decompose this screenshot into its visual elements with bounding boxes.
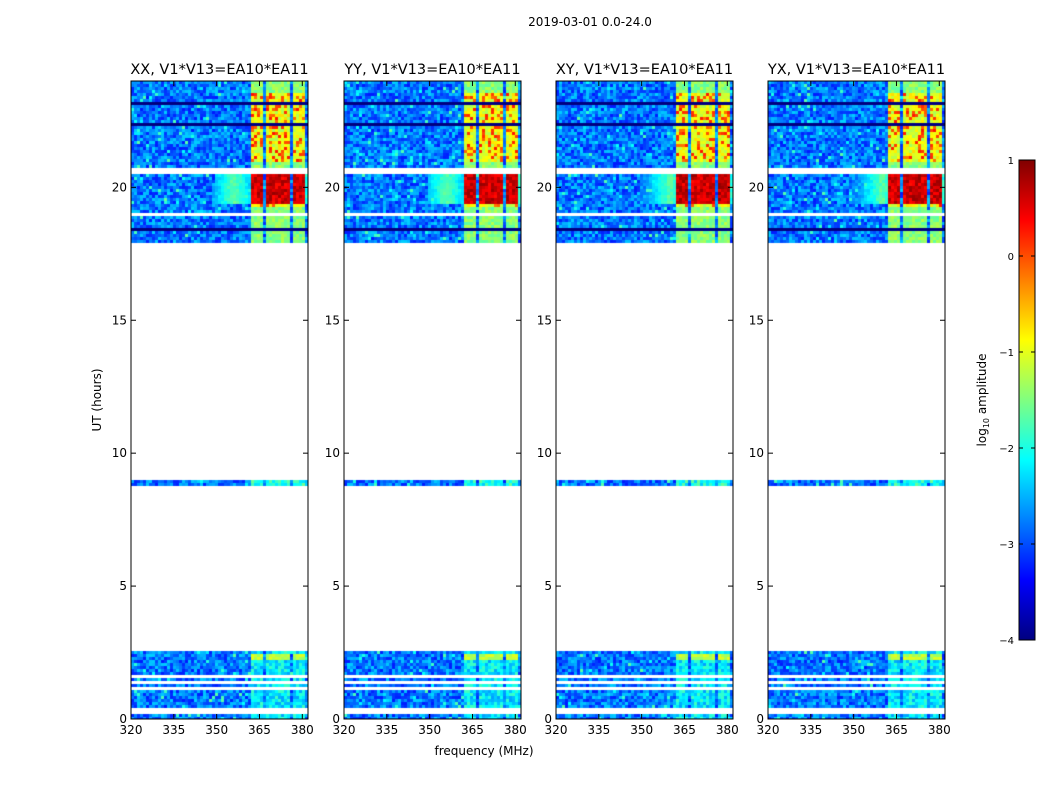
y-tick-label: 20 — [537, 180, 552, 194]
figure-suptitle: 2019-03-01 0.0-24.0 — [528, 15, 652, 29]
panel-title: XY, V1*V13=EA10*EA11 — [556, 62, 733, 78]
panel-heatmap — [131, 81, 308, 719]
x-tick-label: 320 — [757, 723, 780, 737]
x-tick-label: 380 — [291, 723, 314, 737]
y-tick-label: 15 — [537, 313, 552, 327]
shared-x-axis-label: frequency (MHz) — [434, 744, 533, 758]
colorbar-tick-label: −3 — [999, 540, 1014, 551]
panel-title: YX, V1*V13=EA10*EA11 — [767, 62, 945, 78]
panel-heatmap — [556, 81, 733, 719]
x-tick-label: 350 — [205, 723, 228, 737]
y-tick-label: 20 — [325, 180, 340, 194]
panel-2: XY, V1*V13=EA10*EA11 320 335 350 365 380 0 5 10 1… — [537, 62, 739, 737]
panel-heatmap — [768, 81, 945, 719]
panel-frame — [767, 80, 946, 720]
panel-1: YY, V1*V13=EA10*EA11 320 335 350 365 380 0 5 10 1… — [325, 62, 527, 737]
x-tick-label: 320 — [120, 723, 143, 737]
y-tick-label: 20 — [112, 180, 127, 194]
panel-3: YX, V1*V13=EA10*EA11 320 335 350 365 380 0 5 10 1… — [749, 62, 951, 737]
y-tick-label: 5 — [756, 579, 764, 593]
x-tick-label: 380 — [504, 723, 527, 737]
x-tick-label: 365 — [885, 723, 908, 737]
y-tick-label: 5 — [544, 579, 552, 593]
x-tick-label: 320 — [333, 723, 356, 737]
colorbar-tick-label: −2 — [999, 444, 1014, 455]
x-tick-label: 335 — [587, 723, 610, 737]
y-tick-label: 0 — [544, 712, 552, 726]
x-tick-label: 335 — [162, 723, 185, 737]
y-tick-label: 0 — [332, 712, 340, 726]
y-tick-label: 15 — [112, 313, 127, 327]
x-tick-label: 350 — [842, 723, 865, 737]
panel-title: XX, V1*V13=EA10*EA11 — [130, 62, 308, 78]
x-tick-label: 320 — [545, 723, 568, 737]
colorbar-gradient — [1018, 159, 1036, 641]
panel-0: XX, V1*V13=EA10*EA11 320 335 350 365 380 0 5 10 1… — [90, 62, 314, 737]
y-tick-label: 15 — [325, 313, 340, 327]
y-tick-label: 5 — [332, 579, 340, 593]
panel-title: YY, V1*V13=EA10*EA11 — [343, 62, 520, 78]
y-tick-label: 15 — [749, 313, 764, 327]
colorbar-label: log10 amplitude — [975, 354, 991, 447]
y-tick-label: 0 — [756, 712, 764, 726]
y-tick-label: 10 — [749, 446, 764, 460]
y-tick-label: 20 — [749, 180, 764, 194]
y-axis-label: UT (hours) — [90, 368, 104, 431]
panel-heatmap — [344, 81, 521, 719]
x-tick-label: 380 — [716, 723, 739, 737]
x-tick-label: 365 — [248, 723, 271, 737]
x-tick-label: 380 — [928, 723, 951, 737]
x-tick-label: 335 — [799, 723, 822, 737]
x-tick-label: 335 — [375, 723, 398, 737]
y-tick-label: 0 — [119, 712, 127, 726]
y-tick-label: 5 — [119, 579, 127, 593]
x-tick-label: 350 — [630, 723, 653, 737]
x-tick-label: 350 — [418, 723, 441, 737]
y-tick-label: 10 — [325, 446, 340, 460]
colorbar-tick-label: −1 — [999, 348, 1014, 359]
panel-group: XX, V1*V13=EA10*EA11 320 335 350 365 380 0 5 10 1… — [90, 62, 951, 737]
colorbar-tick-label: 0 — [1008, 252, 1014, 263]
colorbar-tick-label: 1 — [1008, 156, 1014, 167]
panel-frame — [130, 80, 309, 720]
panel-frame — [343, 80, 522, 720]
y-tick-label: 10 — [112, 446, 127, 460]
colorbar: 1 0 −1 −2 −3 −4 log10 amplitude — [975, 156, 1036, 647]
colorbar-tick-label: −4 — [999, 636, 1014, 647]
panel-frame — [555, 80, 734, 720]
y-tick-label: 10 — [537, 446, 552, 460]
x-tick-label: 365 — [673, 723, 696, 737]
x-tick-label: 365 — [461, 723, 484, 737]
